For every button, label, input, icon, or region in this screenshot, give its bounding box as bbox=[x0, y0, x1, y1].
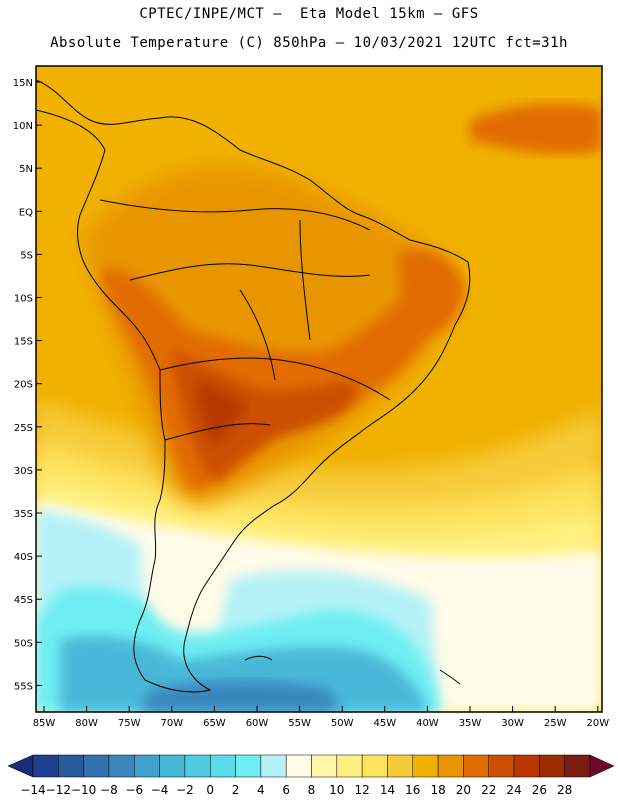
lon-label-20w: 20W bbox=[586, 718, 609, 729]
colorbar-label: −10 bbox=[71, 783, 96, 797]
lat-label-5s: 5S bbox=[20, 250, 33, 261]
colorbar-label: −4 bbox=[151, 783, 169, 797]
map-frame bbox=[35, 65, 603, 713]
colorbar-label: 6 bbox=[282, 783, 290, 797]
field-northeast-hot bbox=[398, 249, 465, 333]
colorbar-label: −6 bbox=[125, 783, 143, 797]
lat-label-eq: EQ bbox=[19, 207, 33, 218]
colorbar-swatch bbox=[285, 754, 312, 778]
colorbar-swatch bbox=[564, 754, 591, 778]
lat-label-30s: 30S bbox=[14, 466, 33, 477]
colorbar-swatch bbox=[513, 754, 540, 778]
colorbar-label: 16 bbox=[405, 783, 420, 797]
colorbar-swatch bbox=[361, 754, 388, 778]
colorbar-low-arrow bbox=[7, 754, 34, 778]
lon-label-85w: 85W bbox=[33, 718, 56, 729]
colorbar-label: 24 bbox=[506, 783, 521, 797]
colorbar-label: −14 bbox=[20, 783, 45, 797]
colorbar-label: −8 bbox=[100, 783, 118, 797]
colorbar-swatch bbox=[159, 754, 186, 778]
colorbar-swatch bbox=[108, 754, 135, 778]
lon-label-80w: 80W bbox=[75, 718, 98, 729]
colorbar-swatch bbox=[58, 754, 84, 778]
country-borders bbox=[99, 199, 391, 441]
colorbar-swatch bbox=[260, 754, 287, 778]
colorbar-label: 28 bbox=[557, 783, 572, 797]
colorbar-high-arrow bbox=[589, 754, 615, 778]
colorbar-swatch bbox=[387, 754, 414, 778]
islands bbox=[244, 655, 461, 685]
colorbar-swatch bbox=[437, 754, 464, 778]
colorbar-swatch bbox=[134, 754, 160, 778]
colorbar-label: 8 bbox=[308, 783, 316, 797]
colorbar-label: 26 bbox=[532, 783, 547, 797]
lat-label-25s: 25S bbox=[14, 423, 33, 434]
colorbar-label: 20 bbox=[456, 783, 471, 797]
lon-label-50w: 50W bbox=[331, 718, 354, 729]
lon-label-65w: 65W bbox=[203, 718, 226, 729]
lon-label-40w: 40W bbox=[416, 718, 439, 729]
field-hotter-core bbox=[170, 350, 357, 480]
lat-label-55s: 55S bbox=[14, 681, 33, 692]
chart-title: CPTEC/INPE/MCT – Eta Model 15km – GFS bbox=[139, 6, 479, 22]
colorbar-label: 10 bbox=[329, 783, 344, 797]
lat-label-50s: 50S bbox=[14, 638, 33, 649]
lat-label-10n: 10N bbox=[13, 121, 33, 132]
lat-label-15s: 15S bbox=[14, 337, 33, 348]
lon-label-35w: 35W bbox=[459, 718, 482, 729]
lat-label-40s: 40S bbox=[14, 552, 33, 563]
colorbar-swatch bbox=[311, 754, 338, 778]
colorbar-label: 4 bbox=[257, 783, 265, 797]
colorbar-swatch bbox=[336, 754, 363, 778]
colorbar-swatch bbox=[235, 754, 262, 778]
lon-label-60w: 60W bbox=[246, 718, 269, 729]
lon-label-25w: 25W bbox=[544, 718, 567, 729]
colorbar-label: 12 bbox=[354, 783, 369, 797]
lat-label-45s: 45S bbox=[14, 595, 33, 606]
lat-label-20s: 20S bbox=[14, 380, 33, 391]
lon-label-30w: 30W bbox=[501, 718, 524, 729]
lat-label-10s: 10S bbox=[14, 294, 33, 305]
colorbar-label: 2 bbox=[232, 783, 240, 797]
lat-label-35s: 35S bbox=[14, 509, 33, 520]
colorbar-swatch bbox=[412, 754, 439, 778]
lon-label-75w: 75W bbox=[118, 718, 141, 729]
colorbar-label: −12 bbox=[46, 783, 71, 797]
colorbar-swatch bbox=[83, 754, 110, 778]
temperature-field bbox=[36, 66, 602, 712]
colorbar-swatch bbox=[488, 754, 515, 778]
chart-subtitle: Absolute Temperature (C) 850hPa – 10/03/… bbox=[50, 35, 568, 51]
colorbar-label: 14 bbox=[380, 783, 395, 797]
lon-label-55w: 55W bbox=[288, 718, 311, 729]
south-america-coast bbox=[36, 79, 471, 693]
colorbar-swatch bbox=[184, 754, 211, 778]
colorbar-swatch bbox=[209, 754, 236, 778]
field-cold-core bbox=[140, 680, 340, 712]
lon-label-45w: 45W bbox=[373, 718, 396, 729]
colorbar: −14 −12 −10 −8 −6 −4 −2 0 2 4 6 8 10 12 14 16 18 20 22 24 26… bbox=[7, 754, 615, 797]
colorbar-swatch bbox=[32, 754, 59, 778]
latitude-axis: 15N 10N 5N EQ 5S 10S 15S 20S 25S 30S 35S 40S 45S 50S 5… bbox=[13, 78, 42, 692]
coastlines bbox=[36, 79, 471, 693]
colorbar-label: 18 bbox=[430, 783, 445, 797]
colorbar-label: 22 bbox=[481, 783, 496, 797]
lat-label-5n: 5N bbox=[19, 164, 33, 175]
colorbar-swatch bbox=[463, 754, 489, 778]
lon-label-70w: 70W bbox=[160, 718, 183, 729]
colorbar-swatch bbox=[539, 754, 565, 778]
colorbar-label: 0 bbox=[206, 783, 214, 797]
field-atlantic-warm bbox=[470, 103, 602, 155]
longitude-axis: 85W 80W 75W 70W 65W 60W 55W 50W 45W 40W 35W 30W 25W 2… bbox=[33, 706, 609, 729]
colorbar-label: −2 bbox=[176, 783, 194, 797]
lat-label-15n: 15N bbox=[13, 78, 33, 89]
